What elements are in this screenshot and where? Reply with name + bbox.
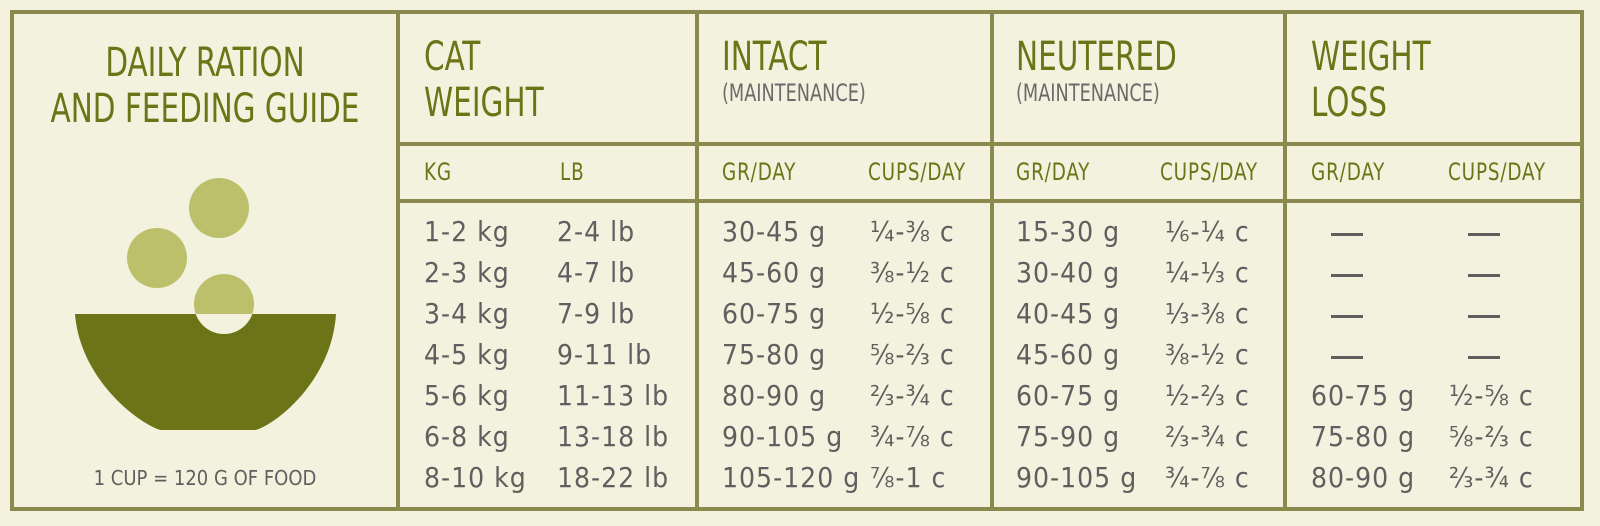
cell-kg: 3-4 kg xyxy=(424,297,510,330)
cell-intact-cups: ⅞-1 c xyxy=(870,461,947,494)
header-intact-sub: (MAINTENANCE) xyxy=(722,79,866,107)
cell-neutered-gr: 40-45 g xyxy=(1016,297,1121,330)
cell-intact-cups: ⅜-½ c xyxy=(870,256,955,289)
cell-neutered-gr: 90-105 g xyxy=(1016,461,1138,494)
cell-neutered-gr: 45-60 g xyxy=(1016,338,1121,371)
cell-kg: 8-10 kg xyxy=(424,461,527,494)
cell-loss-cups: ⅔-¾ c xyxy=(1449,461,1534,494)
cell-lb: 11-13 lb xyxy=(557,379,670,412)
kibble-top xyxy=(189,178,249,238)
empty-dash xyxy=(1331,233,1363,236)
subheader-intact-cups: CUPS/DAY xyxy=(868,158,966,186)
header-weight-loss-line-2: LOSS xyxy=(1311,80,1387,126)
cell-neutered-cups: ⅜-½ c xyxy=(1165,338,1250,371)
empty-dash xyxy=(1468,356,1500,359)
cell-loss-gr: 60-75 g xyxy=(1311,379,1416,412)
empty-dash xyxy=(1468,274,1500,277)
cell-loss-gr: 75-80 g xyxy=(1311,420,1416,453)
title-line-1: DAILY RATION xyxy=(105,40,305,86)
divider-weight-loss xyxy=(1283,10,1287,511)
cell-neutered-cups: ½-⅔ c xyxy=(1165,379,1250,412)
cell-lb: 7-9 lb xyxy=(557,297,636,330)
header-cat-weight-line-2: WEIGHT xyxy=(424,80,544,126)
cell-intact-cups: ⅝-⅔ c xyxy=(870,338,955,371)
title-line-2: AND FEEDING GUIDE xyxy=(50,86,360,132)
header-neutered: NEUTERED (MAINTENANCE) xyxy=(1016,34,1177,106)
subheader-intact-gr: GR/DAY xyxy=(722,158,797,186)
divider-neutered xyxy=(990,10,994,511)
empty-dash xyxy=(1468,233,1500,236)
divider-subheader xyxy=(396,199,1584,203)
subheader-neutered-gr: GR/DAY xyxy=(1016,158,1091,186)
cell-intact-gr: 60-75 g xyxy=(722,297,827,330)
subheader-kg: KG xyxy=(424,158,452,186)
empty-dash xyxy=(1331,315,1363,318)
cell-neutered-cups: ⅓-⅜ c xyxy=(1165,297,1250,330)
cell-intact-gr: 75-80 g xyxy=(722,338,827,371)
divider-intact xyxy=(695,10,699,511)
cell-neutered-gr: 60-75 g xyxy=(1016,379,1121,412)
kibble-left xyxy=(127,228,187,288)
cell-intact-gr: 90-105 g xyxy=(722,420,844,453)
cell-neutered-gr: 75-90 g xyxy=(1016,420,1121,453)
cell-intact-cups: ¼-⅜ c xyxy=(870,215,955,248)
cell-intact-gr: 80-90 g xyxy=(722,379,827,412)
cell-loss-cups: ½-⅝ c xyxy=(1449,379,1534,412)
cell-neutered-cups: ¾-⅞ c xyxy=(1165,461,1250,494)
empty-dash xyxy=(1331,274,1363,277)
bowl-with-kibble-icon xyxy=(75,178,336,430)
header-neutered-title: NEUTERED xyxy=(1016,34,1177,80)
header-weight-loss-line-1: WEIGHT xyxy=(1311,34,1431,80)
header-cat-weight: CAT WEIGHT xyxy=(424,34,544,126)
cell-lb: 4-7 lb xyxy=(557,256,636,289)
table-frame xyxy=(10,10,1584,511)
kibble-cutout xyxy=(194,314,254,334)
subheader-neutered-cups: CUPS/DAY xyxy=(1160,158,1258,186)
cell-loss-cups: ⅝-⅔ c xyxy=(1449,420,1534,453)
header-intact-title: INTACT xyxy=(722,34,827,80)
subheader-loss-gr: GR/DAY xyxy=(1311,158,1386,186)
cell-intact-cups: ¾-⅞ c xyxy=(870,420,955,453)
page-title: DAILY RATION AND FEEDING GUIDE xyxy=(48,40,361,132)
cell-kg: 4-5 kg xyxy=(424,338,510,371)
cell-intact-gr: 105-120 g xyxy=(722,461,861,494)
cell-neutered-gr: 15-30 g xyxy=(1016,215,1121,248)
cell-neutered-cups: ⅙-¼ c xyxy=(1165,215,1250,248)
header-neutered-sub: (MAINTENANCE) xyxy=(1016,79,1160,107)
header-intact: INTACT (MAINTENANCE) xyxy=(722,34,866,106)
subheader-loss-cups: CUPS/DAY xyxy=(1448,158,1546,186)
cell-intact-cups: ⅔-¾ c xyxy=(870,379,955,412)
divider-left xyxy=(396,10,400,511)
cell-neutered-gr: 30-40 g xyxy=(1016,256,1121,289)
header-weight-loss: WEIGHT LOSS xyxy=(1311,34,1431,126)
cell-intact-cups: ½-⅝ c xyxy=(870,297,955,330)
cup-conversion-note: 1 CUP = 120 G OF FOOD xyxy=(93,466,317,490)
subheader-lb: LB xyxy=(560,158,585,186)
cell-lb: 18-22 lb xyxy=(557,461,670,494)
cell-kg: 5-6 kg xyxy=(424,379,510,412)
cell-neutered-cups: ⅔-¾ c xyxy=(1165,420,1250,453)
cell-kg: 2-3 kg xyxy=(424,256,510,289)
cell-kg: 6-8 kg xyxy=(424,420,510,453)
cell-lb: 2-4 lb xyxy=(557,215,636,248)
empty-dash xyxy=(1331,356,1363,359)
bowl xyxy=(75,314,336,430)
cell-intact-gr: 45-60 g xyxy=(722,256,827,289)
cell-lb: 13-18 lb xyxy=(557,420,670,453)
cell-intact-gr: 30-45 g xyxy=(722,215,827,248)
cell-kg: 1-2 kg xyxy=(424,215,510,248)
header-cat-weight-line-1: CAT xyxy=(424,34,481,80)
divider-header xyxy=(396,142,1584,146)
empty-dash xyxy=(1468,315,1500,318)
cell-loss-gr: 80-90 g xyxy=(1311,461,1416,494)
cell-neutered-cups: ¼-⅓ c xyxy=(1165,256,1250,289)
cell-lb: 9-11 lb xyxy=(557,338,653,371)
